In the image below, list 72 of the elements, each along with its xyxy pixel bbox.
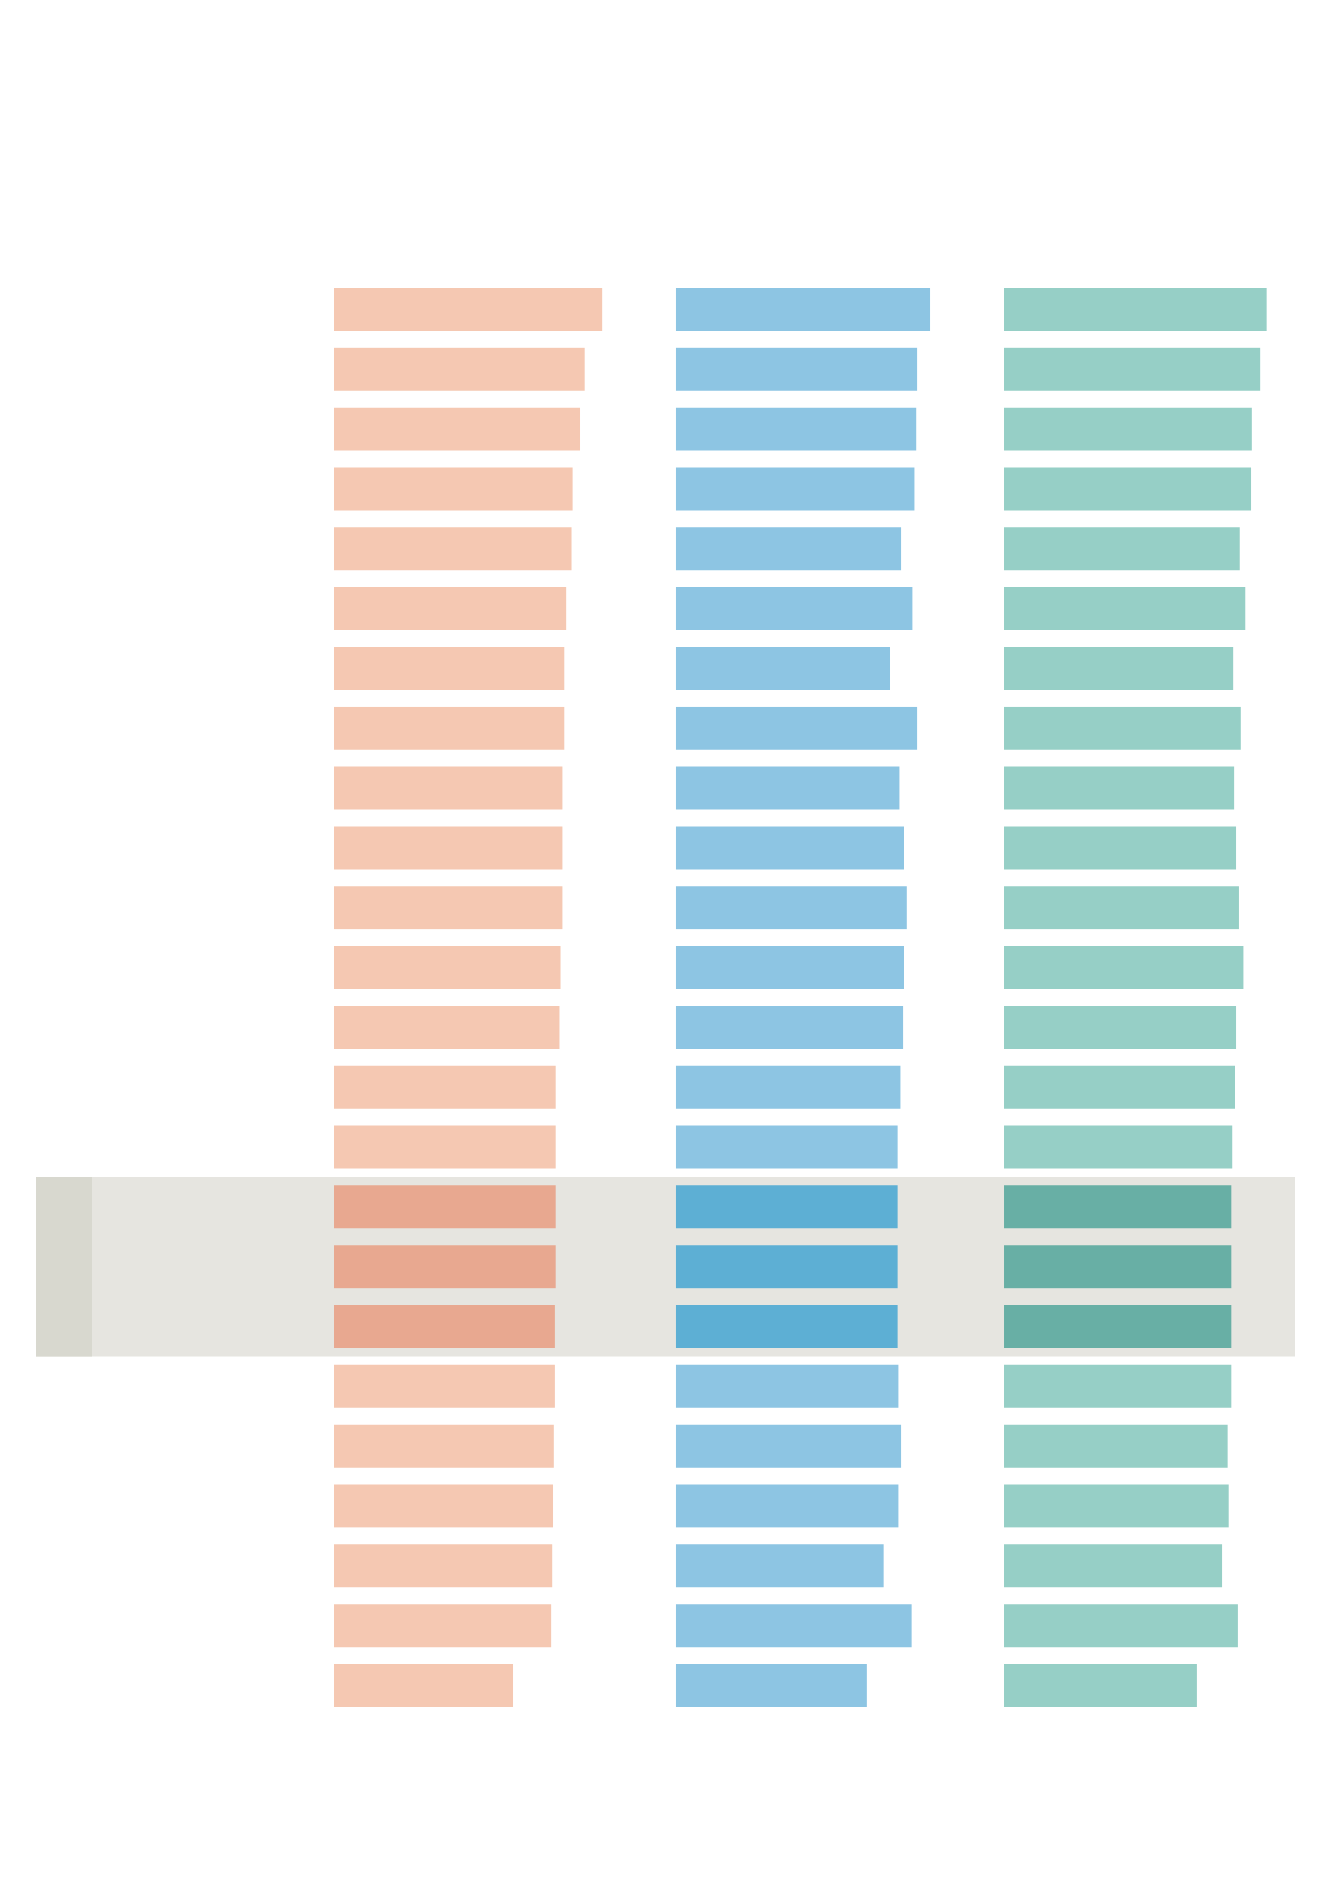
bar bbox=[675, 646, 891, 690]
bar bbox=[675, 706, 918, 750]
bar bbox=[675, 1544, 884, 1588]
bar bbox=[334, 1065, 556, 1109]
bar bbox=[675, 1484, 899, 1528]
bar bbox=[1004, 1484, 1229, 1528]
bar bbox=[675, 886, 907, 930]
bar bbox=[1004, 826, 1237, 870]
bar bbox=[334, 467, 573, 511]
bar bbox=[675, 467, 915, 511]
bar bbox=[334, 826, 563, 870]
bar bbox=[334, 1484, 554, 1528]
bar bbox=[334, 1125, 556, 1169]
bar bbox=[1004, 407, 1252, 451]
bar bbox=[675, 347, 918, 391]
bar bbox=[675, 946, 905, 990]
bar bbox=[1004, 946, 1244, 990]
bar bbox=[334, 646, 565, 690]
bar bbox=[1004, 1305, 1232, 1349]
bar bbox=[1004, 1245, 1232, 1289]
bar bbox=[1004, 467, 1252, 511]
bar bbox=[334, 347, 585, 391]
bar bbox=[675, 1005, 904, 1049]
bar bbox=[1004, 886, 1239, 930]
bar bbox=[1004, 1604, 1238, 1648]
bar bbox=[1004, 287, 1267, 331]
bar bbox=[334, 1005, 560, 1049]
bar bbox=[675, 287, 931, 331]
bar bbox=[334, 407, 581, 451]
bar bbox=[675, 1305, 898, 1349]
bar bbox=[675, 1125, 898, 1169]
bar bbox=[675, 407, 917, 451]
bar bbox=[675, 766, 900, 810]
bar bbox=[1004, 1364, 1232, 1408]
bar bbox=[334, 1424, 554, 1468]
bar bbox=[334, 886, 563, 930]
bar bbox=[675, 1245, 898, 1289]
bar bbox=[334, 1305, 555, 1349]
bar bbox=[1004, 527, 1240, 571]
bar bbox=[1004, 706, 1241, 750]
bar bbox=[675, 1664, 867, 1708]
bar bbox=[675, 1424, 902, 1468]
bar bbox=[1004, 1544, 1223, 1588]
bar bbox=[334, 1664, 514, 1708]
bar bbox=[1004, 1664, 1197, 1708]
bar bbox=[675, 587, 913, 631]
bar bbox=[334, 1604, 552, 1648]
bar bbox=[1004, 766, 1235, 810]
bar bbox=[675, 1364, 899, 1408]
bar bbox=[334, 946, 561, 990]
bar bbox=[1004, 1005, 1237, 1049]
bar bbox=[334, 706, 565, 750]
bar bbox=[334, 1185, 556, 1229]
bar bbox=[1004, 1125, 1233, 1169]
bar bbox=[334, 1364, 555, 1408]
bar bbox=[1004, 1185, 1232, 1229]
bar bbox=[675, 826, 905, 870]
bar bbox=[1004, 347, 1261, 391]
bar bbox=[334, 1544, 553, 1588]
bar bbox=[675, 1185, 898, 1229]
bar bbox=[675, 527, 902, 571]
bar bbox=[334, 587, 567, 631]
bar bbox=[1004, 1424, 1228, 1468]
bar bbox=[675, 1604, 912, 1648]
bar bbox=[1004, 1065, 1236, 1109]
bar bbox=[334, 527, 572, 571]
bar bbox=[1004, 587, 1246, 631]
bar bbox=[675, 1065, 901, 1109]
bar bbox=[334, 287, 603, 331]
bar bbox=[1004, 646, 1234, 690]
bar bbox=[334, 1245, 556, 1289]
bar bbox=[334, 766, 563, 810]
